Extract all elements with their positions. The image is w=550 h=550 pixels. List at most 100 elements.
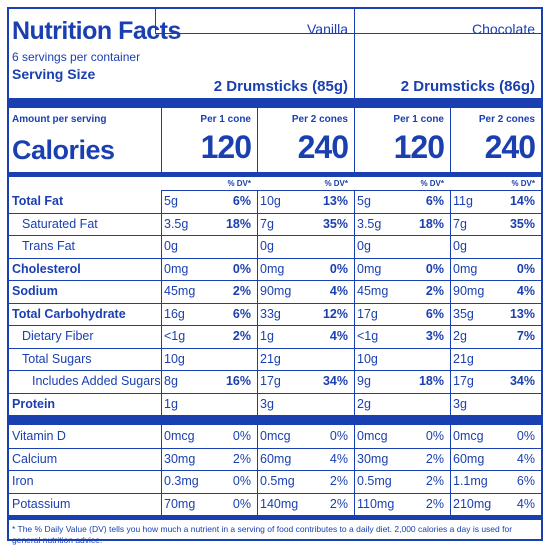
column-divider	[354, 108, 355, 172]
nutrient-amount: 1g	[260, 329, 274, 343]
row-divider	[9, 447, 541, 449]
nutrient-dv: 4%	[516, 284, 535, 298]
nutrient-name: Total Carbohydrate	[12, 306, 126, 321]
nutrient-name: Saturated Fat	[22, 216, 98, 231]
nutrient-name: Cholesterol	[12, 261, 81, 276]
row-divider	[9, 235, 541, 236]
nutrient-amount: 7g	[453, 216, 467, 231]
vitamin-dv: 6%	[516, 474, 535, 488]
vitamin-amount: 0mcg	[164, 429, 195, 443]
nutrient-amount: 1g	[164, 396, 178, 411]
dv-header: % DV*	[227, 179, 251, 188]
nutrition-facts-label: Nutrition Facts 6 servings per container S…	[7, 7, 543, 545]
dv-header-line	[161, 190, 541, 191]
nutrient-amount: 17g	[453, 374, 474, 388]
serving-size-bar	[9, 98, 541, 108]
column-divider	[354, 415, 355, 425]
row-divider	[9, 302, 541, 304]
nutrient-name: Dietary Fiber	[22, 329, 94, 343]
nutrient-dv: 6%	[425, 194, 444, 208]
vitamin-dv: 4%	[516, 451, 535, 466]
dv-header: % DV*	[420, 179, 444, 188]
flavor-header-divider	[155, 9, 156, 33]
vitamin-amount: 0mcg	[453, 429, 484, 443]
nutrient-amount: 0mg	[453, 261, 478, 276]
vitamin-name: Vitamin D	[12, 429, 66, 443]
row-divider	[9, 492, 541, 494]
nutrient-amount: 3g	[453, 396, 467, 411]
nutrient-amount: 45mg	[164, 284, 196, 298]
nutrient-dv: 18%	[418, 216, 444, 231]
nutrient-dv: 18%	[418, 374, 444, 388]
nutrient-amount: 35g	[453, 306, 474, 321]
vitamin-dv: 0%	[329, 429, 348, 443]
nutrient-amount: 5g	[357, 194, 371, 208]
nutrient-dv: 2%	[425, 284, 444, 298]
nutrient-dv: 34%	[322, 374, 348, 388]
column-divider	[450, 108, 451, 172]
nutrient-dv: 18%	[225, 216, 251, 231]
column-divider	[450, 425, 451, 515]
nutrient-dv: 16%	[225, 374, 251, 388]
vitamin-amount: 60mg	[260, 451, 292, 466]
nutrient-dv: 4%	[329, 329, 348, 343]
flavor-header-divider	[354, 9, 355, 33]
nutrient-amount: 10g	[260, 194, 281, 208]
dv-header: % DV*	[511, 179, 535, 188]
vitamin-dv: 2%	[329, 496, 348, 511]
column-divider	[450, 415, 451, 425]
vitamin-dv: 0%	[232, 474, 251, 488]
calories-value: 240	[297, 129, 349, 165]
nutrient-amount: 21g	[260, 351, 281, 366]
nutrient-amount: 21g	[453, 351, 474, 366]
row-divider	[9, 212, 541, 214]
row-divider	[9, 325, 541, 326]
vitamin-dv: 0%	[232, 496, 251, 511]
calories-col-header: Per 1 cone	[393, 114, 444, 125]
nutrient-amount: 0mg	[357, 261, 382, 276]
nutrient-dv: 13%	[322, 194, 348, 208]
calories-col-header: Per 1 cone	[200, 114, 251, 125]
vitamin-amount: 30mg	[164, 451, 196, 466]
serving-size-chocolate: 2 Drumsticks (86g)	[400, 78, 535, 95]
nutrient-amount: 3.5g	[357, 216, 382, 231]
column-divider	[161, 108, 162, 172]
vitamin-dv: 2%	[425, 451, 444, 466]
nutrient-dv: 3%	[425, 329, 444, 343]
row-divider	[9, 257, 541, 259]
calories-col-header: Per 2 cones	[291, 114, 348, 125]
nutrient-amount: 9g	[357, 374, 371, 388]
vitamin-amount: 0.3mg	[164, 474, 199, 488]
nutrient-amount: 3g	[260, 396, 274, 411]
column-divider	[257, 190, 258, 415]
nutrient-amount: 2g	[357, 396, 371, 411]
nutrient-dv: 2%	[232, 284, 251, 298]
nutrient-amount: 90mg	[453, 284, 485, 298]
vitamin-dv: 0%	[232, 429, 251, 443]
row-divider	[9, 347, 541, 349]
column-divider	[161, 425, 162, 515]
vitamin-dv: 2%	[329, 474, 348, 488]
nutrient-amount: 10g	[357, 351, 378, 366]
vitamin-dv: 0%	[425, 429, 444, 443]
nutrient-amount: 3.5g	[164, 216, 189, 231]
vitamin-dv: 4%	[516, 496, 535, 511]
column-divider	[257, 108, 258, 172]
column-divider	[161, 190, 162, 415]
vitamin-amount: 110mg	[357, 496, 395, 511]
vitamin-amount: 140mg	[260, 496, 299, 511]
nutrient-amount: 90mg	[260, 284, 292, 298]
nutrient-dv: 13%	[509, 306, 535, 321]
vitamin-name: Potassium	[12, 496, 71, 511]
nutrient-dv: 34%	[509, 374, 535, 388]
calories-bar	[9, 172, 541, 177]
vitamin-amount: 70mg	[164, 496, 196, 511]
footnote-bar	[9, 515, 541, 520]
servings-per-container: 6 servings per container	[12, 50, 141, 64]
calories-label: Calories	[12, 135, 115, 165]
nutrient-name: Includes Added Sugars	[32, 374, 161, 388]
flavor-divider	[354, 33, 355, 98]
vitamin-dv: 2%	[232, 451, 251, 466]
nutrient-dv: 0%	[425, 261, 444, 276]
flavor-chocolate: Chocolate	[471, 21, 535, 37]
